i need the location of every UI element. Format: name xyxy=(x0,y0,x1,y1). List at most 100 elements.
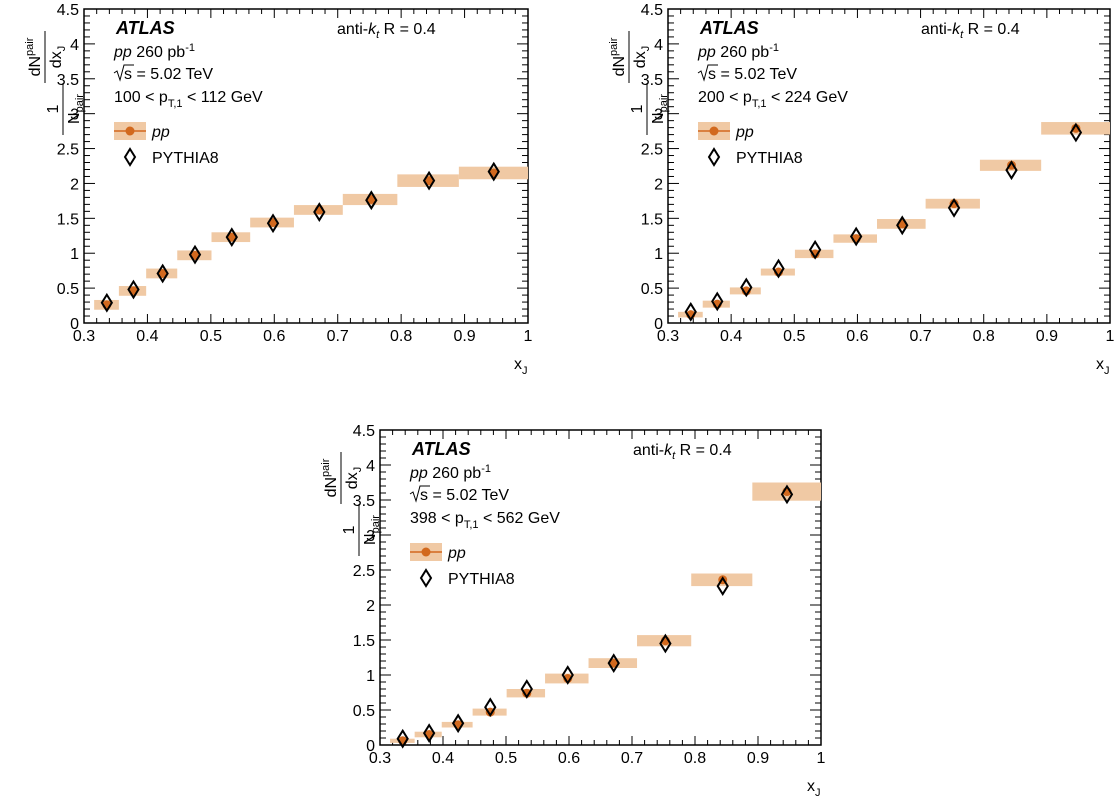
algorithm-label: anti-kt R = 0.4 xyxy=(633,442,732,462)
pp-point xyxy=(810,249,820,259)
x-tick-label: 0.8 xyxy=(973,328,995,345)
x-tick-label: 0.6 xyxy=(263,328,285,345)
x-tick-label: 0.3 xyxy=(369,750,391,767)
y-title-dN: dN xyxy=(27,56,44,76)
pythia-point xyxy=(487,161,500,182)
pt-range-label: 200 < pT,1 < 224 GeV xyxy=(698,89,848,110)
x-tick-label: 0.9 xyxy=(1036,328,1058,345)
y-tick-label: 4 xyxy=(654,37,663,54)
y-title-one: 1 xyxy=(45,104,62,113)
y-tick-label: 0.5 xyxy=(57,281,79,298)
y-tick-label: 4 xyxy=(366,458,375,475)
pythia-point xyxy=(266,213,280,234)
legend-label-pp: pp xyxy=(735,124,754,141)
pythia-point xyxy=(225,227,238,248)
algorithm-post: R = 0.4 xyxy=(379,21,436,38)
y-tick-label: 2.5 xyxy=(353,563,375,580)
pythia-point xyxy=(520,679,533,699)
pt-range-sub: T,1 xyxy=(464,519,479,531)
pt-range-sub: T,1 xyxy=(752,98,767,110)
lumi-value: 260 pb xyxy=(716,44,769,61)
pythia-point xyxy=(772,258,785,279)
pythia-point xyxy=(947,197,961,218)
sqrt-sign xyxy=(409,485,430,503)
y-tick-label: 4.5 xyxy=(57,2,79,19)
pp-point xyxy=(424,176,434,186)
algorithm-label: anti-kt R = 0.4 xyxy=(337,21,436,41)
energy-label: s = 5.02 TeV xyxy=(124,66,213,83)
algorithm-post: R = 0.4 xyxy=(675,442,732,459)
pp-point xyxy=(158,268,168,278)
legend-label-pp: pp xyxy=(151,124,170,141)
y-tick-label: 1.5 xyxy=(641,211,663,228)
legend-label-pp: pp xyxy=(447,545,466,562)
x-axis-title-main: x xyxy=(1096,356,1104,373)
x-tick-label: 0.5 xyxy=(495,750,517,767)
y-tick-label: 2.5 xyxy=(57,142,79,159)
pythia-point xyxy=(313,202,326,222)
y-title-J-sub: J xyxy=(56,46,68,52)
luminosity-label: pp 260 pb-1 xyxy=(409,463,491,482)
y-tick-label: 2 xyxy=(366,598,375,615)
pythia-point xyxy=(422,170,436,191)
y-tick-label: 1 xyxy=(70,246,79,263)
algorithm-label: anti-kt R = 0.4 xyxy=(921,21,1020,41)
lumi-system: pp xyxy=(113,44,132,61)
x-tick-label: 1 xyxy=(1106,328,1115,345)
pythia-point xyxy=(711,291,724,312)
legend-label-pythia: PYTHIA8 xyxy=(448,571,515,588)
lumi-value: 260 pb xyxy=(428,465,481,482)
algorithm-pre: anti- xyxy=(337,21,368,38)
pp-point xyxy=(522,688,532,698)
y-title-dxJ: dxJ xyxy=(632,46,652,68)
x-tick-label: 0.4 xyxy=(136,328,158,345)
y-title-J-sub: J xyxy=(352,467,364,473)
x-tick-label: 0.7 xyxy=(327,328,349,345)
pt-range-post: < 224 GeV xyxy=(767,89,849,106)
lumi-exponent: -1 xyxy=(185,42,195,54)
pythia-point xyxy=(740,277,753,298)
x-tick-label: 0.4 xyxy=(432,750,454,767)
y-tick-label: 0 xyxy=(366,738,375,755)
legend-marker-pp xyxy=(421,547,431,557)
y-tick-label: 1 xyxy=(366,668,375,685)
algorithm-pre: anti- xyxy=(633,442,664,459)
algorithm-k: k xyxy=(952,21,961,38)
pythia-point xyxy=(607,653,620,673)
x-tick-label: 0.4 xyxy=(720,328,742,345)
pt-range-post: < 562 GeV xyxy=(479,510,561,527)
x-tick-label: 0.5 xyxy=(783,328,805,345)
pythia-point xyxy=(1069,122,1083,143)
legend-marker-pythia xyxy=(419,568,433,588)
luminosity-label: pp 260 pb-1 xyxy=(697,42,779,61)
pythia-point xyxy=(451,713,465,734)
lumi-exponent: -1 xyxy=(769,42,779,54)
x-tick-label: 0.3 xyxy=(657,328,679,345)
y-title-dx: dx xyxy=(48,51,65,68)
x-tick-label: 0.7 xyxy=(621,750,643,767)
algorithm-sub: t xyxy=(376,29,380,41)
pythia-point xyxy=(659,633,672,654)
lumi-exponent: -1 xyxy=(481,463,491,475)
pythia-point xyxy=(896,215,909,236)
x-axis-title: xJ xyxy=(1096,356,1110,377)
y-title-dx: dx xyxy=(632,51,649,68)
pt-range-sub: T,1 xyxy=(168,98,183,110)
y-title-denominator: Npair xyxy=(362,515,382,545)
energy-label: s = 5.02 TeV xyxy=(420,487,509,504)
pythia-point xyxy=(422,723,436,743)
x-tick-label: 1 xyxy=(524,328,533,345)
pythia-point xyxy=(716,576,729,596)
legend-label-pythia: PYTHIA8 xyxy=(736,150,803,167)
legend-label-pythia: PYTHIA8 xyxy=(152,150,219,167)
y-title-one: 1 xyxy=(341,525,358,534)
x-tick-label: 0.9 xyxy=(453,328,475,345)
y-tick-label: 1 xyxy=(654,246,663,263)
y-title-numerator: dNpair xyxy=(608,37,628,76)
pt-range-label: 100 < pT,1 < 112 GeV xyxy=(114,89,263,110)
x-axis-title-sub: J xyxy=(522,365,528,377)
y-tick-label: 3 xyxy=(654,107,663,124)
pp-point xyxy=(609,658,619,668)
